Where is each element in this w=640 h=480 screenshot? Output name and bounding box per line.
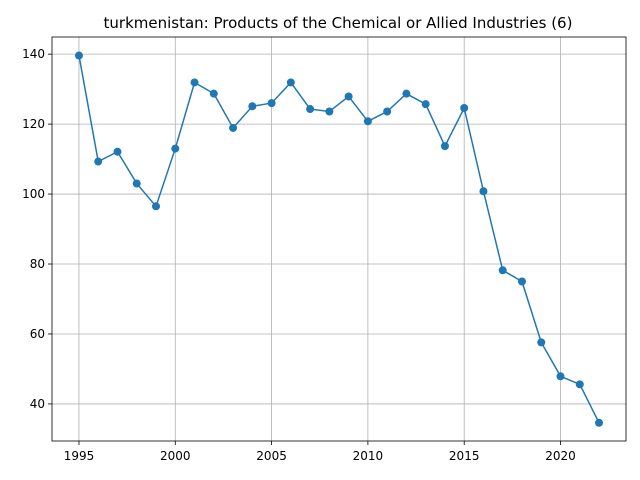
chart-title: turkmenistan: Products of the Chemical o… [104,14,573,32]
data-point [479,187,488,196]
data-point [460,104,469,113]
data-point [152,202,161,211]
data-point [132,179,141,188]
y-tick-label: 120 [22,117,45,131]
y-tick-label: 100 [22,187,45,201]
y-tick-label: 60 [30,327,45,341]
x-tick-label: 2010 [353,449,384,463]
data-point [575,380,584,389]
data-point [94,157,103,166]
data-point [325,107,334,116]
data-point [537,338,546,347]
data-point [209,89,218,98]
x-tick-label: 1995 [64,449,95,463]
data-point [229,123,238,132]
y-tick-label: 140 [22,47,45,61]
series-layer [74,51,604,427]
plot-frame [51,36,627,442]
data-point [440,142,449,151]
x-tick-label: 2020 [545,449,576,463]
data-point [171,144,180,153]
data-point [267,99,276,108]
data-point [517,277,526,286]
data-point [286,78,295,87]
data-point [402,89,411,98]
y-tick-label: 80 [30,257,45,271]
data-point [248,102,257,111]
data-point [498,266,507,275]
x-tick-label: 2005 [256,449,287,463]
y-tick-label: 40 [30,397,45,411]
data-point [190,78,199,87]
data-point [421,100,430,109]
data-point [113,147,122,156]
data-point [363,117,372,126]
data-point [344,92,353,101]
axis-ticks: 1995 2000 2005 2010 2015 2020 40 60 80 100 120 140 [22,47,576,463]
x-tick-label: 2000 [160,449,191,463]
x-tick-label: 2015 [449,449,480,463]
data-point [306,105,315,114]
data-point [556,372,565,381]
data-point [74,51,83,60]
series-line [78,55,600,424]
data-point [383,107,392,116]
data-point [595,418,604,427]
